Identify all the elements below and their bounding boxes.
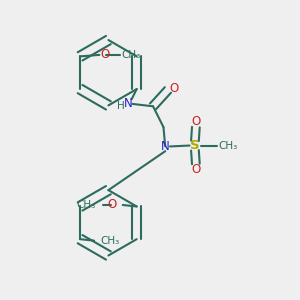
Text: CH₃: CH₃	[218, 140, 238, 151]
Text: N: N	[161, 140, 170, 153]
Text: N: N	[123, 98, 132, 110]
Text: O: O	[191, 115, 200, 128]
Text: CH₃: CH₃	[100, 236, 119, 246]
Text: CH₃: CH₃	[121, 50, 140, 60]
Text: CH₃: CH₃	[76, 200, 96, 210]
Text: O: O	[191, 163, 200, 176]
Text: O: O	[107, 198, 116, 211]
Text: H: H	[117, 101, 124, 111]
Text: O: O	[100, 48, 110, 61]
Text: S: S	[190, 139, 200, 152]
Text: O: O	[170, 82, 179, 95]
